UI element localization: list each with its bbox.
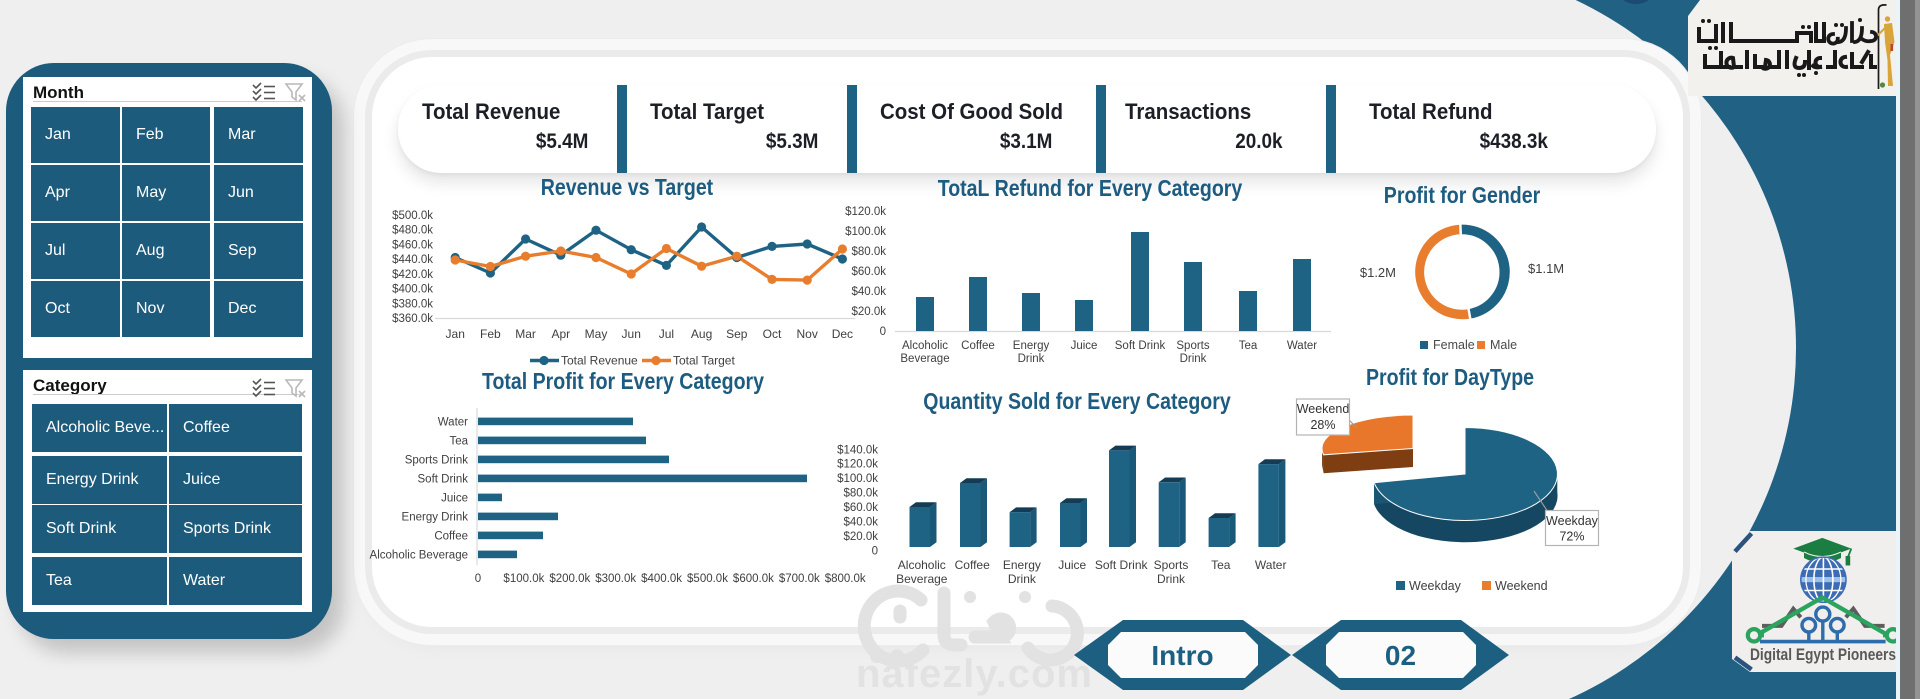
svg-text:Dec: Dec [832, 327, 853, 341]
svg-text:Soft Drink: Soft Drink [1115, 340, 1166, 352]
svg-text:May: May [585, 327, 608, 341]
svg-text:$600.0k: $600.0k [733, 573, 774, 585]
svg-text:Tea: Tea [449, 435, 468, 447]
svg-text:Feb: Feb [480, 327, 501, 341]
svg-text:$1.2M: $1.2M [1360, 265, 1396, 280]
svg-text:$80.0k: $80.0k [843, 488, 878, 500]
svg-text:Coffee: Coffee [955, 558, 990, 572]
svg-text:Mar: Mar [515, 327, 536, 341]
svg-text:Drink: Drink [1018, 353, 1045, 365]
svg-text:Coffee: Coffee [961, 340, 995, 352]
svg-text:Beverage: Beverage [900, 353, 949, 365]
svg-text:02: 02 [1385, 640, 1416, 671]
svg-text:Energy Drink: Energy Drink [402, 511, 469, 523]
svg-text:Female: Female [1433, 338, 1475, 352]
svg-text:Sports: Sports [1176, 340, 1209, 352]
svg-text:$500.0k: $500.0k [687, 573, 728, 585]
svg-text:0: 0 [880, 326, 886, 338]
svg-text:$300.0k: $300.0k [595, 573, 636, 585]
svg-text:Weekday: Weekday [1409, 579, 1462, 593]
svg-text:Intro: Intro [1151, 640, 1213, 671]
svg-text:Alcoholic: Alcoholic [902, 340, 948, 352]
svg-text:Tea: Tea [1211, 558, 1231, 572]
svg-text:$140.0k: $140.0k [837, 444, 878, 456]
svg-text:Oct: Oct [763, 327, 782, 341]
svg-text:Weekday: Weekday [1546, 514, 1599, 528]
svg-text:Nov: Nov [797, 327, 818, 341]
svg-text:$400.0k: $400.0k [392, 284, 433, 296]
svg-text:$200.0k: $200.0k [549, 573, 590, 585]
svg-text:Sports Drink: Sports Drink [405, 454, 469, 466]
svg-text:$460.0k: $460.0k [392, 239, 433, 251]
svg-text:Male: Male [1490, 338, 1517, 352]
svg-text:Soft Drink: Soft Drink [418, 473, 469, 485]
svg-text:$1.1M: $1.1M [1528, 261, 1564, 276]
svg-text:Alcoholic: Alcoholic [898, 558, 946, 572]
svg-text:$20.0k: $20.0k [843, 531, 878, 543]
svg-text:Aug: Aug [691, 327, 712, 341]
svg-text:$400.0k: $400.0k [641, 573, 682, 585]
svg-text:$20.0k: $20.0k [851, 306, 886, 318]
svg-text:Sports: Sports [1154, 558, 1189, 572]
svg-text:$380.0k: $380.0k [392, 298, 433, 310]
svg-text:$80.0k: $80.0k [851, 246, 886, 258]
svg-text:Juice: Juice [1058, 558, 1086, 572]
svg-text:Beverage: Beverage [896, 572, 948, 586]
svg-text:72%: 72% [1559, 530, 1584, 544]
svg-text:$60.0k: $60.0k [843, 502, 878, 514]
svg-text:Coffee: Coffee [434, 530, 468, 542]
svg-text:Water: Water [438, 416, 468, 428]
svg-text:Apr: Apr [551, 327, 570, 341]
svg-text:$120.0k: $120.0k [837, 459, 878, 471]
svg-text:$100.0k: $100.0k [837, 473, 878, 485]
svg-text:Alcoholic Beverage: Alcoholic Beverage [370, 549, 468, 561]
svg-text:Weekend: Weekend [1495, 579, 1548, 593]
svg-text:0: 0 [872, 545, 878, 557]
svg-text:$500.0k: $500.0k [392, 210, 433, 222]
svg-text:$700.0k: $700.0k [779, 573, 820, 585]
svg-text:Digital Egypt Pioneers: Digital Egypt Pioneers [1750, 646, 1896, 664]
svg-text:Drink: Drink [1180, 353, 1207, 365]
svg-text:Energy: Energy [1003, 558, 1041, 572]
svg-text:Water: Water [1287, 340, 1317, 352]
svg-text:Total Target: Total Target [673, 354, 735, 368]
svg-text:$420.0k: $420.0k [392, 269, 433, 281]
svg-text:$60.0k: $60.0k [851, 266, 886, 278]
svg-text:Jan: Jan [446, 327, 465, 341]
svg-text:Drink: Drink [1157, 572, 1186, 586]
svg-text:Drink: Drink [1008, 572, 1037, 586]
svg-text:0: 0 [475, 573, 481, 585]
svg-text:Sep: Sep [726, 327, 748, 341]
svg-text:$360.0k: $360.0k [392, 313, 433, 325]
svg-text:Total Revenue: Total Revenue [561, 354, 638, 368]
svg-text:Weekend: Weekend [1297, 402, 1350, 416]
svg-text:Jul: Jul [659, 327, 674, 341]
svg-text:Tea: Tea [1239, 340, 1258, 352]
svg-text:$100.0k: $100.0k [845, 226, 886, 238]
svg-text:Soft Drink: Soft Drink [1095, 558, 1149, 572]
svg-text:28%: 28% [1310, 418, 1335, 432]
svg-text:$40.0k: $40.0k [851, 286, 886, 298]
svg-text:$120.0k: $120.0k [845, 206, 886, 218]
svg-text:$440.0k: $440.0k [392, 254, 433, 266]
svg-text:Juice: Juice [1071, 340, 1098, 352]
svg-text:$800.0k: $800.0k [825, 573, 866, 585]
svg-text:$100.0k: $100.0k [503, 573, 544, 585]
svg-text:$40.0k: $40.0k [843, 517, 878, 529]
svg-text:Energy: Energy [1013, 340, 1050, 352]
svg-text:Water: Water [1255, 558, 1287, 572]
svg-text:Jun: Jun [622, 327, 641, 341]
svg-text:Juice: Juice [441, 492, 468, 504]
svg-text:$480.0k: $480.0k [392, 225, 433, 237]
